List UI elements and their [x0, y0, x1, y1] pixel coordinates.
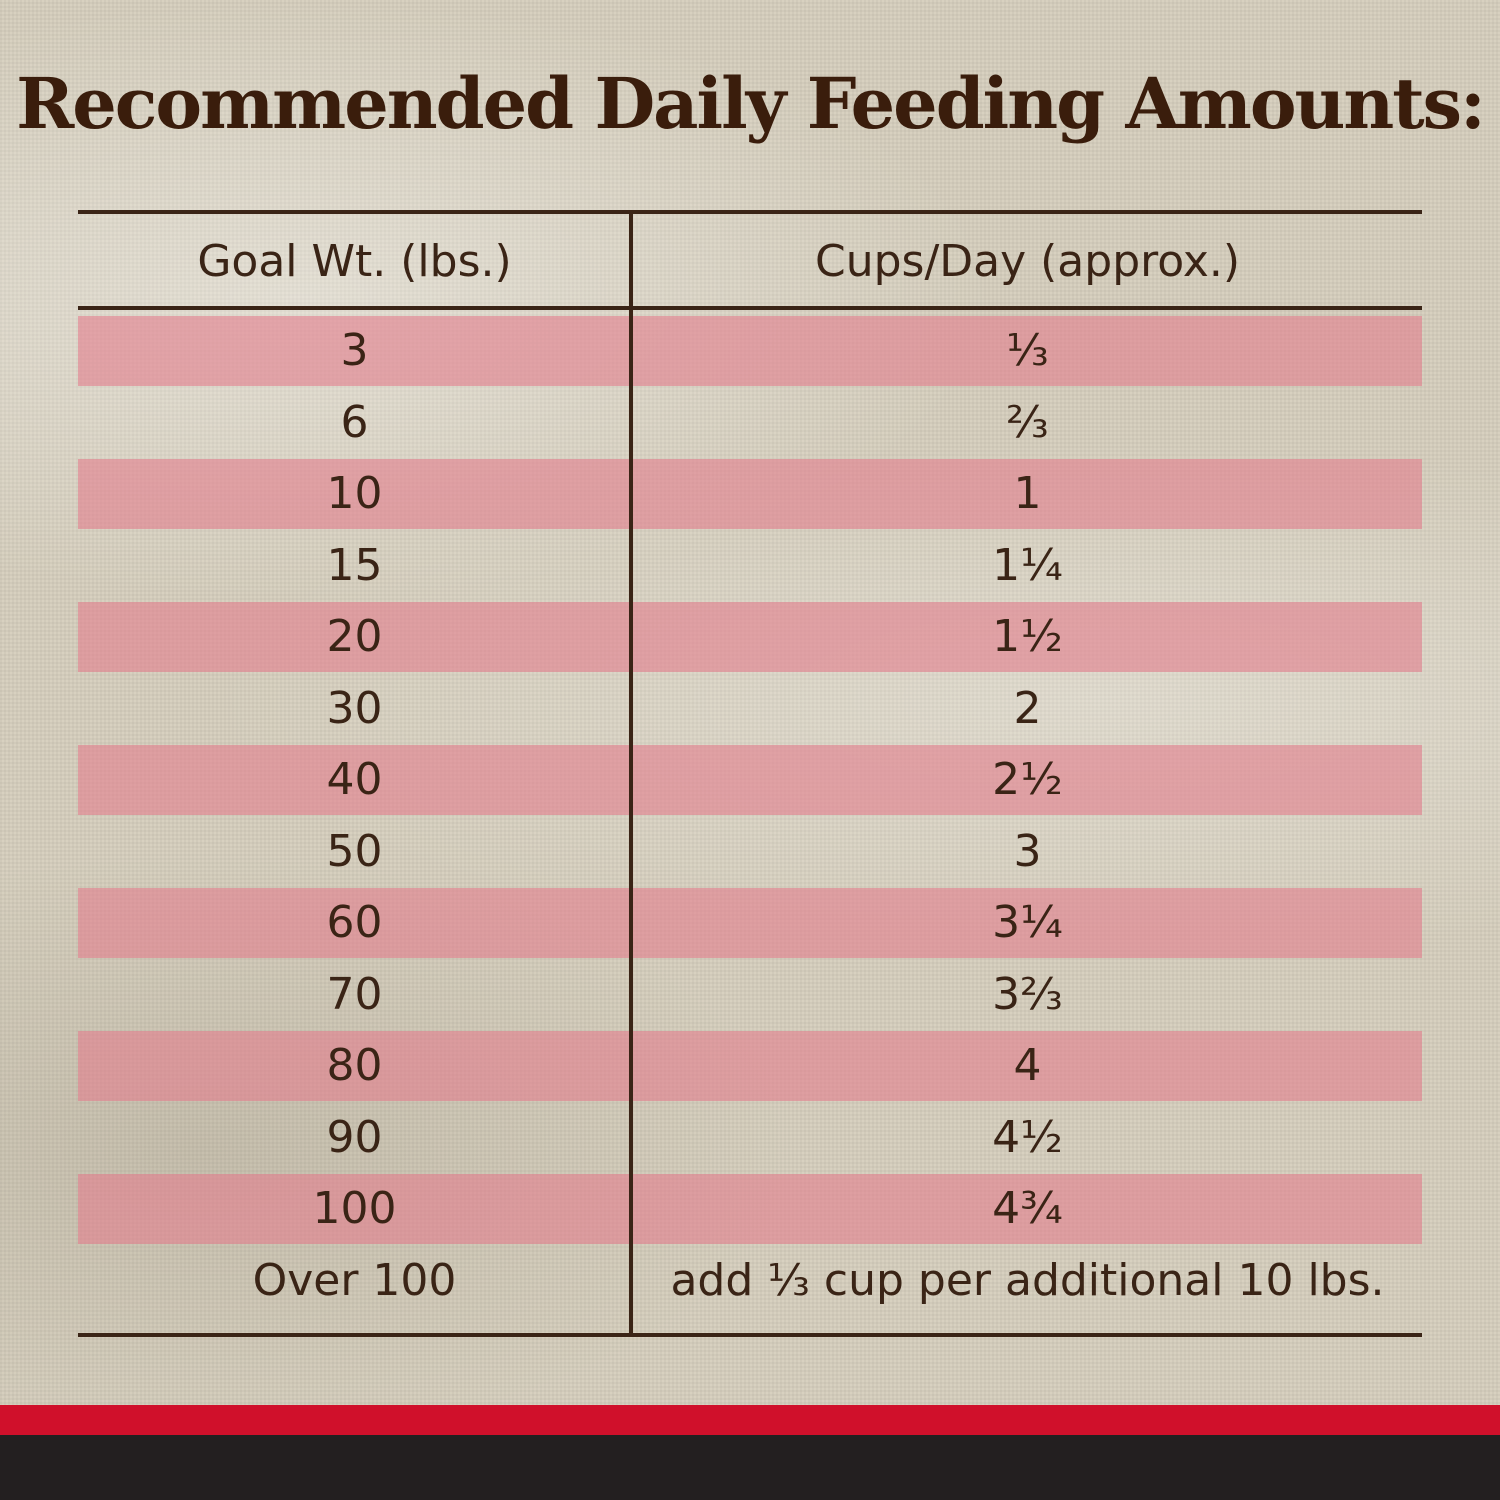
goal-weight: Over 100: [252, 1254, 457, 1306]
goal-weight: 30: [326, 682, 383, 734]
goal-weight: 60: [326, 897, 383, 948]
cups-per-day: 2½: [992, 754, 1063, 805]
header-rule: [78, 306, 1422, 310]
column-header: Cups/Day (approx.): [814, 236, 1241, 287]
cups-per-day: 1½: [992, 611, 1063, 662]
cups-per-day: 3⅔: [992, 968, 1063, 1020]
row-band: [78, 745, 1422, 815]
cups-per-day: ⅔: [1006, 396, 1049, 448]
cups-per-day: 4½: [992, 1111, 1063, 1163]
column-header: Goal Wt. (lbs.): [197, 236, 512, 287]
row-band: [78, 1174, 1422, 1244]
row-band: [78, 459, 1422, 529]
cups-per-day: ⅓: [1006, 325, 1049, 376]
title: Recommended Daily Feeding Amounts:: [16, 62, 1486, 145]
goal-weight: 3: [340, 325, 369, 376]
cups-per-day: 4¾: [992, 1183, 1063, 1234]
cups-per-day: 1: [1013, 468, 1042, 519]
goal-weight: 6: [340, 396, 369, 448]
row-band: [78, 602, 1422, 672]
cups-per-day: 1¼: [992, 539, 1063, 591]
bottom-rule: [78, 1333, 1422, 1337]
column-divider: [629, 210, 633, 1337]
top-rule: [78, 210, 1422, 214]
row-band: [78, 316, 1422, 386]
cups-per-day: 4: [1013, 1040, 1042, 1091]
goal-weight: 70: [326, 968, 383, 1020]
goal-weight: 80: [326, 1040, 383, 1091]
row-band: [78, 1031, 1422, 1101]
goal-weight: 90: [326, 1111, 383, 1163]
cups-per-day: 3: [1013, 825, 1042, 877]
cups-per-day: 3¼: [992, 897, 1063, 948]
goal-weight: 40: [326, 754, 383, 805]
cups-per-day: 2: [1013, 682, 1042, 734]
red-stripe: [0, 1405, 1500, 1435]
cups-per-day: add ⅓ cup per additional 10 lbs.: [670, 1254, 1385, 1306]
goal-weight: 10: [326, 468, 383, 519]
goal-weight: 50: [326, 825, 383, 877]
goal-weight: 15: [326, 539, 383, 591]
row-band: [78, 888, 1422, 958]
goal-weight: 20: [326, 611, 383, 662]
goal-weight: 100: [312, 1183, 397, 1234]
black-stripe: [0, 1435, 1500, 1500]
